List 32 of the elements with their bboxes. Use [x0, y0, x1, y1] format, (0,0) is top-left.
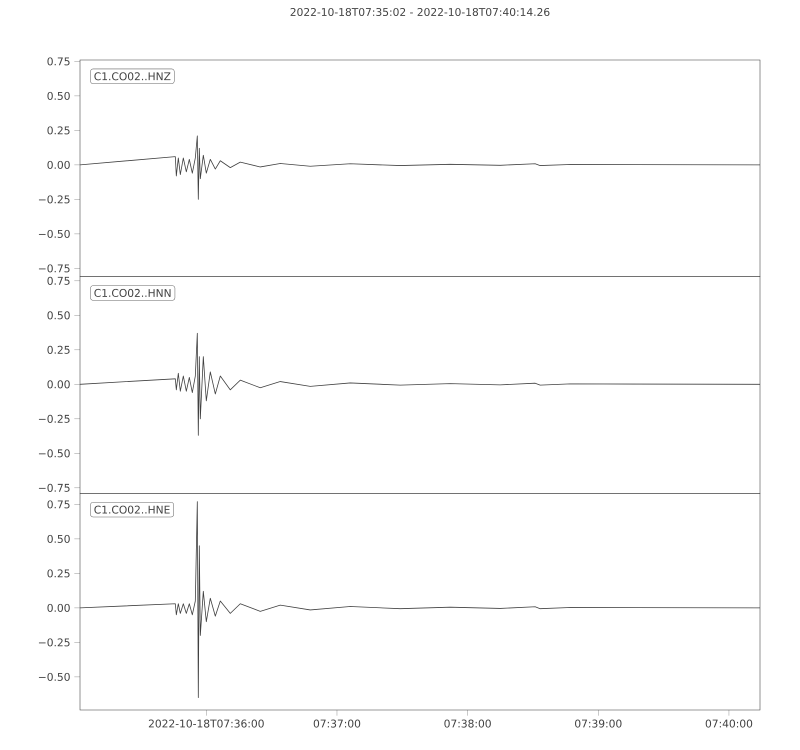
y-tick-label: 0.25 — [47, 569, 70, 578]
y-tick-label: 0.75 — [47, 276, 70, 285]
y-tick-label: −0.25 — [38, 638, 70, 646]
y-tick-label: −0.75 — [38, 264, 70, 272]
y-tick-label: −0.25 — [38, 195, 70, 204]
y-tick-label: −0.50 — [38, 230, 70, 238]
line-series — [80, 136, 760, 200]
annotation: C1.CO02..HNE — [94, 506, 170, 514]
x-tick-label: 07:39:00 — [575, 720, 622, 728]
y-tick-label: 0.50 — [47, 534, 70, 543]
x-tick-label: 07:38:00 — [444, 720, 491, 728]
y-tick-label: −0.50 — [38, 672, 70, 681]
x-tick-label: 07:37:00 — [314, 720, 360, 728]
y-tick-label: 0.25 — [47, 126, 70, 134]
y-tick-label: 0.00 — [47, 160, 70, 169]
y-tick-label: −0.50 — [38, 449, 70, 458]
annotation: C1.CO02..HNN — [94, 288, 171, 297]
y-tick-label: 0.75 — [47, 500, 70, 508]
y-tick-label: 0.50 — [47, 92, 70, 100]
y-tick-label: −0.25 — [38, 414, 70, 423]
y-tick-label: 0.25 — [47, 346, 70, 354]
y-tick-label: −0.75 — [38, 484, 70, 492]
y-tick-label: 0.50 — [47, 311, 70, 320]
y-tick-label: 0.00 — [47, 604, 70, 612]
x-tick-label: 2022-10-18T07:36:00 — [148, 720, 264, 728]
line-series — [80, 332, 760, 436]
line-series — [80, 501, 760, 698]
chart-title: 2022-10-18T07:35:02 - 2022-10-18T07:40:14.26 — [290, 8, 550, 16]
x-tick-label: 07:40:00 — [706, 720, 752, 728]
annotation: C1.CO02..HNZ — [94, 72, 170, 80]
y-tick-label: 0.00 — [47, 380, 70, 388]
y-tick-label: 0.75 — [47, 57, 70, 66]
